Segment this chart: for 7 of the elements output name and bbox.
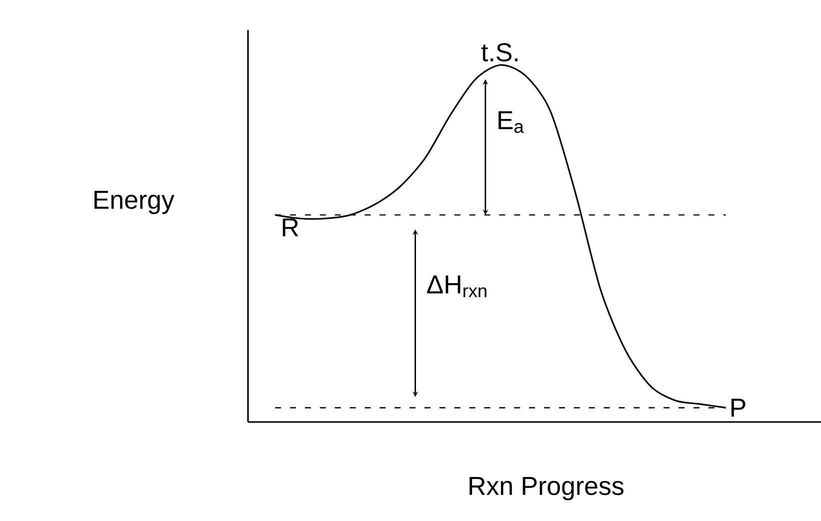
annotation: ΔH$_{rxn}$	[427, 276, 486, 298]
text: P	[731, 398, 746, 417]
text: t.S.	[481, 43, 518, 62]
x-axis-title: Rxn Progress	[470, 477, 624, 500]
annotation: R	[282, 218, 298, 236]
y-axis-title: Energy	[94, 190, 174, 214]
annotation: E$_{a}$	[498, 111, 524, 133]
